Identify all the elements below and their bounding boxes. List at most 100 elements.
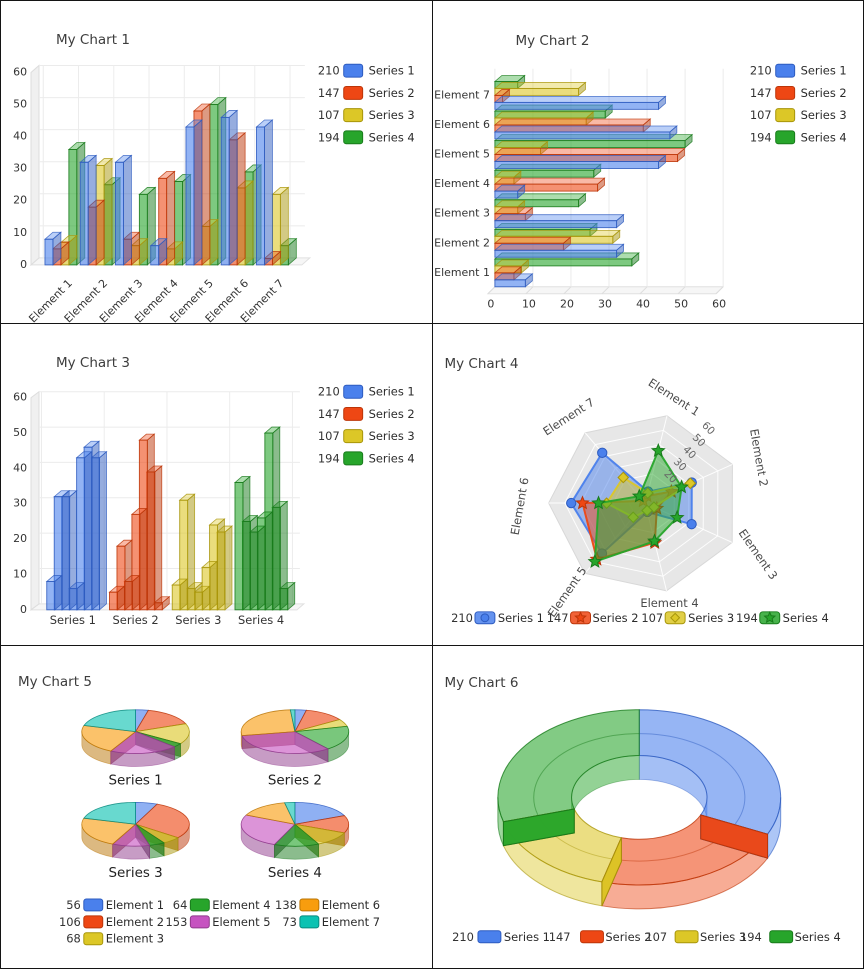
chart-panel-2: My Chart 2 0 10 20 30 40 50 60 Element 1 Element… [432, 1, 863, 323]
bar-side-face [84, 450, 92, 611]
y-tick-label: 30 [13, 496, 27, 509]
bar-side-face [166, 170, 176, 266]
legend: 210 Series 1 147 Series 2 107 Series 3 194 Seri… [318, 384, 415, 465]
bar-front-face [115, 161, 124, 266]
legend-label: Series 3 [800, 108, 846, 122]
donut-mid-arc [638, 733, 745, 825]
radar-series [565, 442, 697, 568]
y-category-label: Element 3 [434, 207, 490, 220]
bar-front-face [493, 131, 670, 140]
donut-mid-arc [532, 733, 639, 816]
floor-tick [601, 286, 609, 295]
pie-slice [81, 818, 137, 845]
legend-value: 107 [749, 108, 771, 122]
bar-top-face [493, 82, 587, 89]
legend-swatch [774, 63, 795, 78]
legend-value: 73 [282, 915, 297, 929]
bar-top-face [493, 236, 571, 244]
legend-label: Series 1 [369, 64, 415, 78]
x-tick-label: 30 [598, 298, 612, 311]
bar-side-face [209, 560, 218, 611]
legend-label: Series 3 [700, 930, 746, 944]
radar-axis-label: Element 3 [735, 526, 780, 582]
legend-swatch [189, 898, 210, 912]
legend-label: Element 2 [106, 915, 164, 929]
legend-swatch [774, 108, 795, 123]
bar-front-face [179, 499, 189, 610]
y-tick-label: 30 [13, 162, 27, 175]
donut-segment-top [496, 709, 640, 823]
bar-side-face [242, 475, 251, 611]
bar-side-face [228, 109, 238, 266]
legend-value: 153 [166, 915, 188, 929]
legend-label: Series 2 [800, 86, 846, 100]
chart-6-title: My Chart 6 [444, 675, 519, 692]
bars [45, 425, 296, 611]
y-tick-label: 10 [13, 226, 27, 239]
bar-side-face [244, 180, 254, 266]
legend-label: Series 3 [369, 108, 415, 122]
legend-swatch [343, 451, 364, 465]
left-wall [30, 64, 40, 266]
legend-swatch [674, 930, 699, 944]
legend-label: Element 5 [212, 915, 270, 929]
bar-front-face [79, 161, 89, 266]
bar-front-face [493, 258, 632, 267]
bar-side-face [279, 500, 288, 611]
legend-value: 210 [749, 64, 771, 78]
bar-side-face [139, 507, 148, 611]
donut-skirt [496, 797, 504, 847]
circle-marker [479, 613, 489, 622]
y-tick-label: 10 [13, 567, 27, 580]
donut-divider-wall [502, 808, 575, 847]
bar-front-face [53, 495, 63, 610]
radar-axis-label: Element 4 [640, 596, 698, 610]
x-tick-label: 50 [674, 298, 688, 311]
bar-side-face [272, 425, 281, 611]
bar-front-face [493, 199, 579, 208]
legend-value: 138 [275, 898, 297, 912]
bar-side-face [103, 157, 113, 266]
bar-front-face [158, 177, 168, 266]
radar-axis-label: Element 1 [645, 375, 701, 418]
legend-label: Series 4 [782, 610, 828, 624]
bar-front-face [493, 169, 594, 178]
bar-side-face [217, 517, 225, 611]
legend-swatch [343, 406, 364, 421]
chart-4-title: My Chart 4 [444, 355, 519, 372]
bar-side-face [61, 489, 70, 611]
bar-side-face [224, 524, 233, 611]
legend-label: Element 6 [322, 898, 380, 912]
circle-marker [596, 447, 607, 458]
legend-value: 210 [452, 930, 474, 944]
legend-label: Series 2 [592, 610, 638, 624]
star-marker [574, 495, 590, 510]
bar-side-face [264, 510, 273, 611]
pie [81, 802, 190, 860]
floor-tick [639, 286, 647, 295]
left-wall [30, 390, 40, 611]
y-tick-label: 0 [20, 602, 27, 615]
legend-value: 147 [318, 86, 340, 100]
bar-front-face [116, 545, 126, 610]
bar-front-face [493, 279, 526, 288]
bar-front-face [185, 126, 195, 266]
bar-side-face [264, 119, 273, 266]
chart-panel-3: My Chart 3 0 10 20 30 40 50 60 Series 1 Series 2… [1, 323, 432, 646]
pie-label: Series 2 [268, 774, 322, 789]
bar-side-face [179, 577, 188, 611]
chart-2-canvas: 0 10 20 30 40 50 60 Element 1 Element 2 Element 3… [434, 63, 847, 311]
legend-label: Series 3 [369, 429, 415, 443]
star-marker [631, 488, 647, 503]
bar-top-face [493, 177, 606, 185]
pie-slice [293, 726, 350, 750]
pie [81, 709, 190, 768]
legend-swatch [299, 915, 320, 929]
pie-slice [240, 709, 296, 737]
legend-value: 194 [318, 451, 340, 465]
bar-front-face [109, 591, 118, 610]
bar-front-face [46, 580, 56, 610]
floor-tick [677, 286, 685, 295]
